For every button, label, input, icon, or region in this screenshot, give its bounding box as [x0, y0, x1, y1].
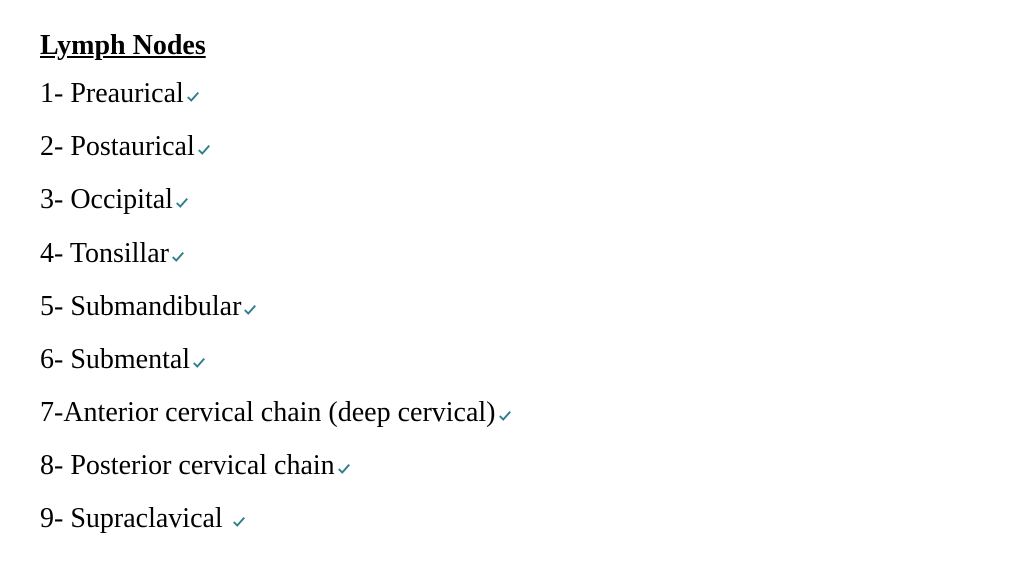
list-item: 2- Postaurical	[40, 127, 984, 168]
check-icon	[232, 501, 246, 540]
item-text: 5- Submandibular	[40, 291, 241, 322]
check-icon	[197, 129, 211, 168]
check-icon	[498, 395, 512, 434]
list-item: 7-Anterior cervical chain (deep cervical…	[40, 393, 984, 434]
list-item: 8- Posterior cervical chain	[40, 446, 984, 487]
check-icon	[186, 76, 200, 115]
check-icon	[171, 236, 185, 275]
item-text: 3- Occipital	[40, 184, 173, 215]
item-text: 1- Preaurical	[40, 78, 184, 109]
item-text: 4- Tonsillar	[40, 238, 169, 269]
item-text: 9- Supraclavical	[40, 503, 230, 534]
check-icon	[192, 342, 206, 381]
item-text: 6- Submental	[40, 344, 190, 375]
check-icon	[337, 448, 351, 487]
list-item: 4- Tonsillar	[40, 234, 984, 275]
check-icon	[243, 289, 257, 328]
list-item: 5- Submandibular	[40, 287, 984, 328]
list-item: 9- Supraclavical	[40, 499, 984, 540]
item-text: 2- Postaurical	[40, 131, 195, 162]
list-item: 6- Submental	[40, 340, 984, 381]
list-title: Lymph Nodes	[40, 30, 984, 62]
item-text: 8- Posterior cervical chain	[40, 450, 335, 481]
list-item: 1- Preaurical	[40, 74, 984, 115]
check-icon	[175, 182, 189, 221]
list-item: 3- Occipital	[40, 180, 984, 221]
item-text: 7-Anterior cervical chain (deep cervical…	[40, 397, 496, 428]
